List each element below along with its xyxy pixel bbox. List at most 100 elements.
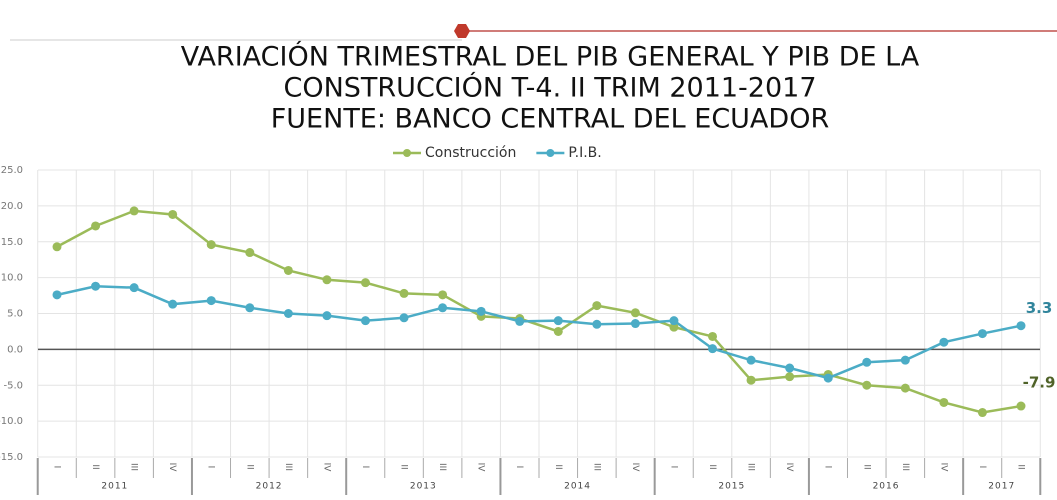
x-tick-label: I <box>52 466 62 469</box>
year-label: 2017 <box>988 482 1015 492</box>
point <box>1016 401 1026 411</box>
point <box>206 296 216 306</box>
point <box>592 301 602 311</box>
x-tick-label: IV <box>938 463 948 473</box>
x-tick-label: II <box>244 464 254 469</box>
x-tick-label: III <box>591 463 601 471</box>
point <box>399 288 409 298</box>
x-tick-label: III <box>283 463 293 471</box>
point <box>476 306 486 316</box>
point <box>862 357 872 367</box>
point <box>438 290 448 300</box>
point <box>206 240 216 250</box>
point <box>977 408 987 418</box>
data-label: -7.9 <box>1023 374 1056 392</box>
point <box>322 311 332 321</box>
point <box>900 355 910 365</box>
point <box>360 278 370 288</box>
point <box>360 316 370 326</box>
point <box>168 209 178 219</box>
year-label: 2015 <box>718 482 745 492</box>
x-tick-label: IV <box>167 463 177 473</box>
y-tick-label: 20.0 <box>1 201 23 212</box>
title-line: VARIACIÓN TRIMESTRAL DEL PIB GENERAL Y P… <box>181 41 920 73</box>
point <box>939 337 949 347</box>
legend-label: Construcción <box>425 145 516 161</box>
point <box>592 319 602 329</box>
point <box>630 319 640 329</box>
x-tick-label: II <box>1016 464 1026 469</box>
x-tick-label: I <box>668 466 678 469</box>
legend-label: P.I.B. <box>568 145 601 161</box>
point <box>245 303 255 313</box>
point <box>553 316 563 326</box>
x-tick-label: II <box>399 464 409 469</box>
point <box>245 248 255 258</box>
year-label: 2011 <box>101 482 128 492</box>
point <box>515 316 525 326</box>
x-tick-label: I <box>206 466 216 469</box>
y-tick-label: 25.0 <box>1 165 23 176</box>
legend-marker <box>546 149 555 157</box>
point <box>630 308 640 318</box>
y-tick-label: 0.0 <box>7 344 23 355</box>
x-tick-label: I <box>514 466 524 469</box>
point <box>939 397 949 407</box>
data-label: 3.3 <box>1026 299 1053 317</box>
point <box>52 290 62 300</box>
title-line: CONSTRUCCIÓN T-4. II TRIM 2011-2017 <box>283 72 816 104</box>
point <box>746 375 756 385</box>
x-tick-label: III <box>746 463 756 471</box>
point <box>669 322 679 332</box>
x-tick-label: IV <box>630 463 640 473</box>
x-tick-label: II <box>90 464 100 469</box>
x-tick-label: IV <box>321 463 331 473</box>
point <box>553 326 563 336</box>
series-line <box>56 284 1022 380</box>
point <box>708 344 718 354</box>
year-label: 2013 <box>410 482 437 492</box>
point <box>862 380 872 390</box>
point <box>283 265 293 275</box>
point <box>129 283 139 293</box>
x-tick-label: I <box>360 466 370 469</box>
title-line: FUENTE: BANCO CENTRAL DEL ECUADOR <box>271 104 829 135</box>
point <box>322 275 332 285</box>
point <box>399 313 409 323</box>
point <box>785 363 795 373</box>
series-line <box>56 209 1022 414</box>
legend-marker <box>403 149 411 157</box>
x-tick-label: II <box>707 464 717 469</box>
point <box>669 316 679 326</box>
point <box>283 309 293 318</box>
point <box>168 299 178 309</box>
point <box>746 355 756 365</box>
point <box>977 329 987 339</box>
x-tick-label: III <box>129 463 139 471</box>
y-tick-label: 5.0 <box>7 309 23 320</box>
y-tick-label: -5.0 <box>3 380 23 391</box>
x-tick-label: IV <box>784 463 794 473</box>
point <box>91 221 101 231</box>
x-tick-label: I <box>977 466 987 469</box>
x-tick-label: II <box>553 464 563 469</box>
point <box>823 373 833 383</box>
point <box>708 331 718 341</box>
point <box>785 372 795 382</box>
y-tick-label: 10.0 <box>1 273 23 284</box>
point <box>129 206 139 216</box>
x-tick-label: III <box>900 463 910 471</box>
header-marker <box>454 24 470 38</box>
point <box>900 383 910 393</box>
y-tick-label: -10.0 <box>0 416 23 427</box>
point <box>91 281 101 291</box>
y-tick-label: 15.0 <box>1 237 23 248</box>
point <box>52 242 62 252</box>
year-label: 2016 <box>873 482 900 492</box>
x-tick-label: III <box>437 463 447 471</box>
point <box>1016 321 1026 331</box>
year-label: 2012 <box>256 482 283 492</box>
x-tick-label: I <box>823 466 833 469</box>
year-label: 2014 <box>564 482 591 492</box>
x-tick-label: II <box>861 464 871 469</box>
